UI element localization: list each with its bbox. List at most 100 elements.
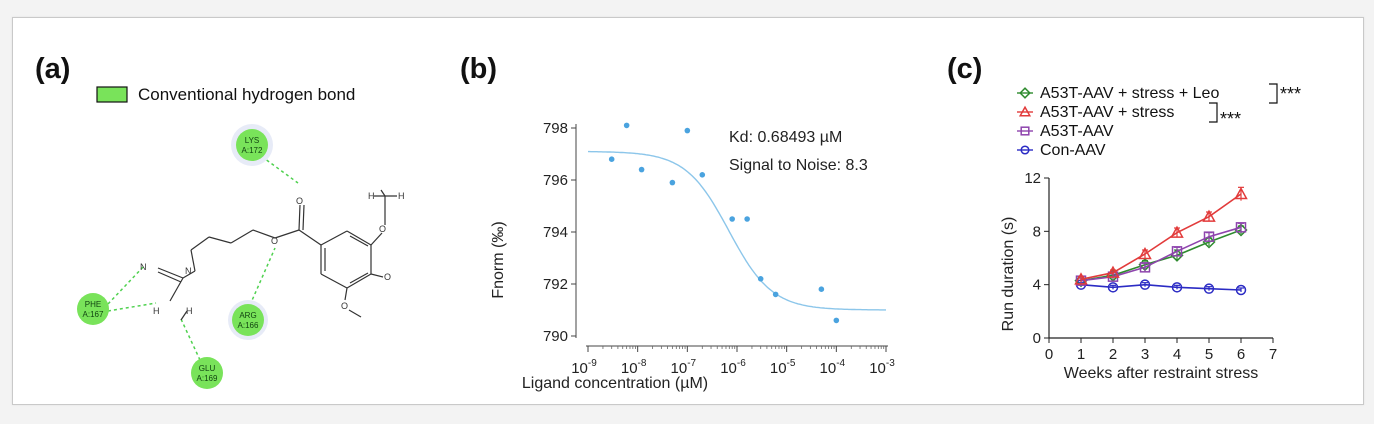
data-point <box>623 122 630 129</box>
data-point <box>818 286 825 293</box>
data-marker <box>1074 272 1088 285</box>
hbond-glu169 <box>180 318 201 361</box>
data-point <box>699 172 706 178</box>
data-point <box>669 179 676 186</box>
x-tick-label: 10-7 <box>671 358 697 377</box>
legend-marker <box>1020 126 1030 136</box>
x-tick-base: 10 <box>820 360 837 377</box>
residue-glu169: GLU A:169 <box>191 357 223 389</box>
x-axis-label: Ligand concentration (µM) <box>522 375 708 392</box>
run-duration-chart: Weeks after restraint stress Run duratio… <box>1000 170 1277 382</box>
residue-id: A:172 <box>242 146 263 155</box>
panel-b: (b) Kd: 0.68493 µM Signal to Noise: 8.3 … <box>460 53 895 392</box>
legend-label: A53T-AAV + stress + Leo <box>1040 85 1219 102</box>
x-tick-base: 10 <box>671 360 688 377</box>
signal-to-noise-annotation: Signal to Noise: 8.3 <box>729 157 868 174</box>
data-marker <box>1203 283 1215 294</box>
data-marker <box>1235 222 1247 233</box>
data-marker <box>1139 262 1151 273</box>
hbond-phe167-n <box>107 264 146 305</box>
kd-annotation: Kd: 0.68493 µM <box>729 129 842 146</box>
residue-arg166: ARG A:166 <box>228 300 268 340</box>
data-point <box>638 166 645 173</box>
data-marker <box>1107 282 1119 293</box>
data-marker <box>1202 235 1216 249</box>
legend-item: A53T-AAV + stress <box>1017 104 1174 121</box>
legend-item: A53T-AAV + stress + Leo <box>1017 85 1219 102</box>
x-tick-exponent: -4 <box>836 358 845 369</box>
data-point <box>684 127 691 134</box>
x-tick-label: 10-6 <box>720 358 746 377</box>
x-tick-exponent: -5 <box>787 358 796 369</box>
figure-canvas: (a) Conventional hydrogen bond <box>35 53 1301 392</box>
legend-label: Con-AAV <box>1040 142 1106 159</box>
bracket-stress-vs-a53t <box>1209 102 1218 123</box>
y-tick-label: 0 <box>1033 330 1041 347</box>
data-point <box>729 216 735 222</box>
data-point <box>833 317 840 324</box>
residue-lys172: LYS A:172 <box>231 124 273 166</box>
y-tick-label: 792 <box>543 276 568 293</box>
y-axis-label: Fnorm (‰) <box>490 221 507 298</box>
x-tick-exponent: -7 <box>687 358 696 369</box>
data-marker <box>1203 231 1215 242</box>
series-line <box>1080 193 1242 281</box>
x-tick-label: 10-9 <box>571 358 597 377</box>
x-tick-exponent: -3 <box>886 358 895 369</box>
legend-item: Con-AAV <box>1017 142 1106 159</box>
atom-n1: N <box>140 262 147 272</box>
hbond-phe167-h <box>107 302 157 312</box>
data-marker <box>1202 209 1216 222</box>
x-tick-exponent: -6 <box>737 358 746 369</box>
data-marker <box>1106 265 1120 278</box>
bracket-leo-vs-stress <box>1269 83 1278 104</box>
x-tick-label: 2 <box>1109 346 1117 363</box>
legend-marker <box>1018 105 1032 117</box>
panel-b-label: (b) <box>460 53 497 85</box>
y-tick-label: 4 <box>1033 277 1041 294</box>
y-tick-label: 798 <box>543 120 568 137</box>
y-tick-label: 796 <box>543 172 568 189</box>
significance-brackets <box>1209 83 1278 123</box>
data-marker <box>1138 246 1152 260</box>
data-point <box>757 276 764 282</box>
panel-a-label: (a) <box>35 53 70 85</box>
fit-curve <box>588 150 886 311</box>
x-tick-base: 10 <box>621 360 638 377</box>
atom-o-top: O <box>379 224 386 234</box>
legend-label: A53T-AAV + stress <box>1040 104 1174 121</box>
x-tick-base: 10 <box>571 360 588 377</box>
data-marker <box>1234 186 1248 200</box>
legend-item: A53T-AAV <box>1017 123 1114 140</box>
data-point <box>744 216 750 222</box>
y-tick-label: 790 <box>543 328 568 345</box>
figure-frame: (a) Conventional hydrogen bond <box>12 17 1364 405</box>
residue-name: PHE <box>85 300 101 309</box>
x-tick-label: 0 <box>1045 346 1053 363</box>
x-tick-exponent: -9 <box>588 358 597 369</box>
data-marker <box>1235 284 1247 296</box>
x-tick-label: 10-4 <box>820 358 846 377</box>
atom-h4: H <box>398 191 405 201</box>
legend-marker <box>1020 145 1030 155</box>
x-tick-exponent: -8 <box>638 358 647 369</box>
panel-c-label: (c) <box>947 53 982 85</box>
atom-o-ester: O <box>271 236 278 246</box>
data-marker <box>1171 246 1183 257</box>
x-tick-label: 3 <box>1141 346 1149 363</box>
residue-id: A:167 <box>83 310 104 319</box>
residue-name: GLU <box>199 364 216 373</box>
series-line <box>1080 226 1242 282</box>
hbond-legend-label: Conventional hydrogen bond <box>138 85 355 104</box>
y-axis-label: Run duration (s) <box>1000 217 1017 332</box>
legend-marker <box>1019 87 1031 99</box>
significance-stars-1: *** <box>1280 84 1301 104</box>
panel-a: (a) Conventional hydrogen bond <box>35 53 405 389</box>
x-tick-base: 10 <box>770 360 787 377</box>
x-tick-label: 7 <box>1269 346 1277 363</box>
hydrogen-bonds <box>107 152 299 361</box>
atom-h2: H <box>186 306 193 316</box>
x-tick-label: 10-5 <box>770 358 796 377</box>
data-marker <box>1139 279 1151 290</box>
residue-id: A:169 <box>197 374 218 383</box>
